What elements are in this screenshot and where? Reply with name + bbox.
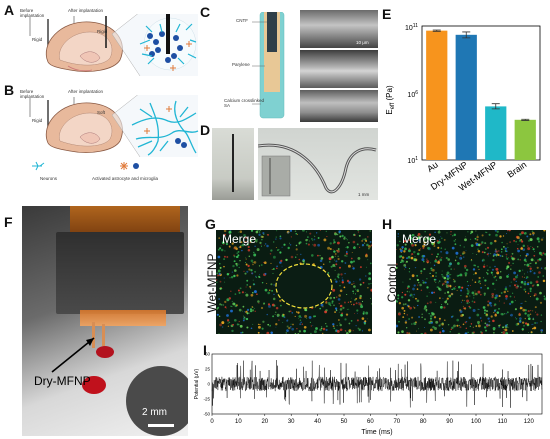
chart-i-xlabel: Time (ms) [361,429,392,436]
rigid-label-a: Rigid [32,37,43,42]
panel-letter-h: H [382,216,393,232]
panel-b-illustration [29,95,199,157]
modulus-bar-chart: 1011 106 101 Eeff (Pa) AuDry-MFNPWet-MFN… [385,23,541,193]
panel-a-illustration [29,14,198,76]
f-scale-label: 2 mm [142,407,167,418]
before-implantation-label-a: Before implantation [20,8,45,18]
merge-label-h: Merge [402,232,437,246]
sem-image-sa [300,90,378,122]
tick-1e11: 1011 [405,23,418,32]
d-scale-label: 1 mm [358,192,370,197]
x-tick-50: 50 [341,419,348,425]
astrocyte-icon [120,162,128,170]
after-implantation-label-a: After implantation [68,8,104,13]
panel-letter-e: E [382,6,392,22]
panel-letter-c: C [200,4,211,20]
y-tick-25: 25 [205,367,211,372]
chart-e-frame [421,25,541,161]
x-tick-70: 70 [393,419,400,425]
cntf-label: CNTF [236,18,248,23]
y-tick--25: -25 [203,397,210,402]
x-tick-30: 30 [288,419,295,425]
microglia-icon [133,163,139,169]
tick-1e6: 106 [407,90,418,99]
before-implantation-label-b: Before implantation [20,89,45,99]
x-tick-110: 110 [498,419,508,425]
chart-i-frame [211,353,543,415]
y-tick-0: 0 [207,382,210,387]
glia-label: Activated astrocyte and microglia [92,176,159,181]
x-tick-10: 10 [235,419,242,425]
panel-letter-d: D [200,122,211,138]
y-tick--50: -50 [203,412,210,417]
x-tick-80: 80 [420,419,427,425]
flexible-probe-photo [257,128,378,200]
panel-letter-b: B [4,82,15,98]
bar-dry-mfnp [455,34,477,160]
bar-au [426,30,448,160]
panel-letter-i: I [203,342,207,358]
sem-scale-label: 10 μm [356,40,369,45]
probe-schematic-c [252,12,285,119]
implant-site-outline [275,263,333,309]
fluorescence-image-wet-mfnp [216,230,372,334]
chart-e-ylabel: Eeff (Pa) [385,85,396,115]
legend-icons-b [32,161,139,171]
panel-letter-g: G [205,216,216,232]
rigid-label-b: Rigid [32,118,43,123]
error-bar-au [432,29,441,32]
merge-label-g: Merge [222,232,257,246]
rigid-brain-label-a: Rigid [97,29,108,34]
category-label-au: Au [425,159,440,174]
neural-recording-chart: Potential (μV) -50 -25 0 25 50 0 10 20 30 40 50 60… [194,352,543,436]
x-tick-60: 60 [367,419,374,425]
error-bar-brain [521,118,530,121]
mouse-photo [22,206,188,436]
parylene-label: Parylene [232,62,250,67]
y-tick-50: 50 [205,352,211,357]
tick-1e1: 101 [407,156,418,165]
x-tick-40: 40 [314,419,321,425]
dry-mfnp-label: Dry-MFNP [34,374,91,388]
bar-wet-mfnp [485,106,507,160]
neuron-icon [32,161,45,171]
probe-shaft-a [166,14,170,54]
x-tick-20: 20 [261,419,268,425]
x-tick-0: 0 [210,419,214,425]
error-bar-dry-mfnp [462,31,471,39]
panel-letter-f: F [4,214,13,230]
x-tick-90: 90 [446,419,453,425]
category-label-brain: Brain [505,159,528,179]
chart-i-ylabel: Potential (μV) [194,368,200,399]
after-implantation-label-b: After implantation [68,89,104,94]
x-tick-120: 120 [524,419,535,425]
neuron-network-b [131,100,199,156]
error-bar-wet-mfnp [491,103,500,110]
potential-trace [211,360,543,408]
panel-letter-a: A [4,2,15,18]
soft-brain-label-b: Soft [97,110,106,115]
sem-image-parylene [300,50,378,88]
fluorescence-image-control [396,230,546,334]
sem-image-cntf [300,10,378,48]
bar-brain [514,119,536,160]
probe-photo [212,128,254,200]
neurons-label: Neurons [40,176,58,181]
sa-label: Calcium crosslinked SA [224,98,265,108]
x-tick-100: 100 [471,419,482,425]
